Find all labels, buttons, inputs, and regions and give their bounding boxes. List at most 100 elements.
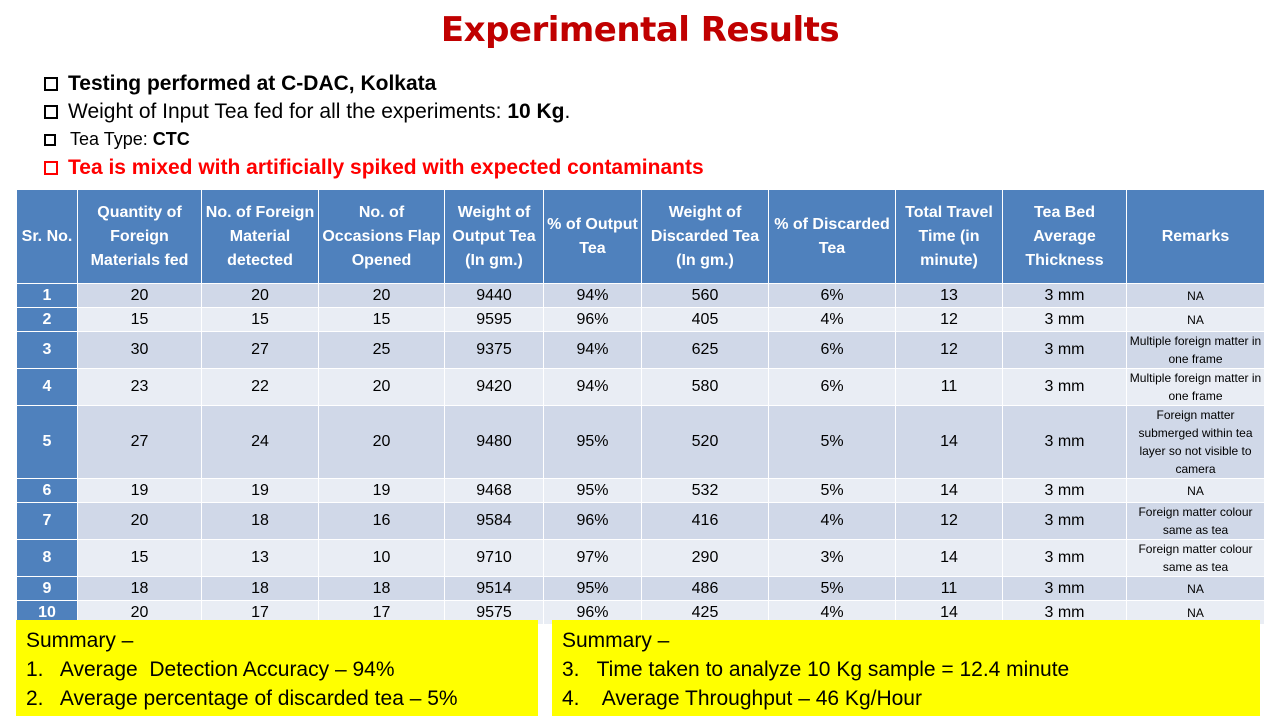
summary-item: 1. Average Detection Accuracy – 94% — [26, 658, 395, 681]
table-row: 2 15 15 15 9595 96% 405 4% 12 3 mm NA — [16, 307, 1265, 332]
table-cell: 20 — [77, 283, 202, 308]
bullet-input-weight: Weight of Input Tea fed for all the expe… — [44, 98, 704, 126]
remarks-cell: Multiple foreign matter in one frame — [1126, 331, 1265, 369]
table-cell: 14 — [895, 478, 1003, 503]
table-cell: 3 mm — [1002, 478, 1127, 503]
bullet-value: 10 Kg — [507, 100, 565, 123]
table-cell: 18 — [201, 576, 319, 601]
bullet-text: Tea Type: — [70, 129, 153, 149]
row-number-cell: 7 — [16, 502, 78, 540]
table-cell: 5% — [768, 576, 896, 601]
table-header-row: Sr. No. Quantity of Foreign Materials fed… — [16, 189, 1265, 284]
column-header: Sr. No. — [16, 189, 78, 284]
table-cell: 3% — [768, 539, 896, 577]
table-cell: 3 mm — [1002, 539, 1127, 577]
remarks-cell: Foreign matter submerged within tea laye… — [1126, 405, 1265, 479]
table-row: 4 23 22 20 9420 94% 580 6% 11 3 mm Multiple foreig… — [16, 368, 1265, 406]
row-number-cell: 6 — [16, 478, 78, 503]
table-cell: 24 — [201, 405, 319, 479]
table-cell: 4% — [768, 307, 896, 332]
summary-item: 4. Average Throughput – 46 Kg/Hour — [562, 687, 922, 710]
bullet-end: . — [564, 100, 571, 123]
table-row: 9 18 18 18 9514 95% 486 5% 11 3 mm NA — [16, 576, 1265, 601]
table-cell: 5% — [768, 478, 896, 503]
table-cell: 10 — [318, 539, 445, 577]
table-cell: 15 — [318, 307, 445, 332]
table-cell: 14 — [895, 539, 1003, 577]
table-cell: 20 — [318, 283, 445, 308]
table-cell: 9514 — [444, 576, 544, 601]
column-header: Weight of Output Tea (In gm.) — [444, 189, 544, 284]
table-cell: 27 — [201, 331, 319, 369]
table-cell: 13 — [895, 283, 1003, 308]
table-cell: 9468 — [444, 478, 544, 503]
summary-heading: Summary – — [26, 629, 134, 652]
summary-left: Summary – 1. Average Detection Accuracy … — [16, 620, 538, 716]
row-number-cell: 4 — [16, 368, 78, 406]
table-row: 5 27 24 20 9480 95% 520 5% 14 3 mm Foreign matter … — [16, 405, 1265, 479]
row-number-cell: 9 — [16, 576, 78, 601]
bullet-text: Tea is mixed with artificially spiked wi… — [68, 155, 704, 179]
table-cell: 94% — [543, 331, 642, 369]
bullet-text: Weight of Input Tea fed for all the expe… — [68, 100, 508, 123]
table-cell: 23 — [77, 368, 202, 406]
remarks-cell: Multiple foreign matter in one frame — [1126, 368, 1265, 406]
row-number-cell: 2 — [16, 307, 78, 332]
table-cell: 405 — [641, 307, 769, 332]
table-cell: 19 — [77, 478, 202, 503]
table-cell: 12 — [895, 331, 1003, 369]
table-cell: 3 mm — [1002, 331, 1127, 369]
row-number-cell: 3 — [16, 331, 78, 369]
table-cell: 18 — [77, 576, 202, 601]
table-cell: 9440 — [444, 283, 544, 308]
table-cell: 5% — [768, 405, 896, 479]
column-header: % of Output Tea — [543, 189, 642, 284]
table-cell: 18 — [318, 576, 445, 601]
table-cell: 95% — [543, 405, 642, 479]
table-cell: 30 — [77, 331, 202, 369]
table-cell: 9420 — [444, 368, 544, 406]
column-header: Tea Bed Average Thickness — [1002, 189, 1127, 284]
table-cell: 9375 — [444, 331, 544, 369]
table-cell: 12 — [895, 307, 1003, 332]
table-cell: 20 — [318, 368, 445, 406]
table-cell: 6% — [768, 368, 896, 406]
table-cell: 9595 — [444, 307, 544, 332]
table-cell: 3 mm — [1002, 576, 1127, 601]
table-cell: 18 — [201, 502, 319, 540]
table-row: 7 20 18 16 9584 96% 416 4% 12 3 mm Foreign matter … — [16, 502, 1265, 540]
summary-item: 3. Time taken to analyze 10 Kg sample = … — [562, 658, 1070, 681]
table-cell: 12 — [895, 502, 1003, 540]
table-cell: 560 — [641, 283, 769, 308]
table-cell: 9584 — [444, 502, 544, 540]
table-cell: 13 — [201, 539, 319, 577]
table-cell: 9480 — [444, 405, 544, 479]
table-cell: 532 — [641, 478, 769, 503]
table-cell: 15 — [201, 307, 319, 332]
column-header: Weight of Discarded Tea (In gm.) — [641, 189, 769, 284]
bullet-list: Testing performed at C-DAC, Kolkata Weig… — [44, 70, 704, 182]
table-cell: 3 mm — [1002, 405, 1127, 479]
remarks-cell: Foreign matter colour same as tea — [1126, 502, 1265, 540]
table-cell: 96% — [543, 502, 642, 540]
table-cell: 94% — [543, 368, 642, 406]
table-cell: 580 — [641, 368, 769, 406]
table-cell: 416 — [641, 502, 769, 540]
summary-right: Summary – 3. Time taken to analyze 10 Kg… — [552, 620, 1260, 716]
table-cell: 11 — [895, 576, 1003, 601]
results-table: Sr. No. Quantity of Foreign Materials fed… — [16, 189, 1265, 625]
table-cell: 520 — [641, 405, 769, 479]
table-cell: 3 mm — [1002, 368, 1127, 406]
table-cell: 3 mm — [1002, 283, 1127, 308]
table-cell: 22 — [201, 368, 319, 406]
bullet-value: CTC — [152, 129, 190, 149]
table-cell: 19 — [201, 478, 319, 503]
remarks-cell: NA — [1126, 283, 1265, 308]
column-header: No. of Foreign Material detected — [201, 189, 319, 284]
row-number-cell: 8 — [16, 539, 78, 577]
remarks-cell: NA — [1126, 307, 1265, 332]
bullet-tea-type: Tea Type: CTC — [44, 126, 704, 153]
row-number-cell: 5 — [16, 405, 78, 479]
column-header: % of Discarded Tea — [768, 189, 896, 284]
table-cell: 94% — [543, 283, 642, 308]
